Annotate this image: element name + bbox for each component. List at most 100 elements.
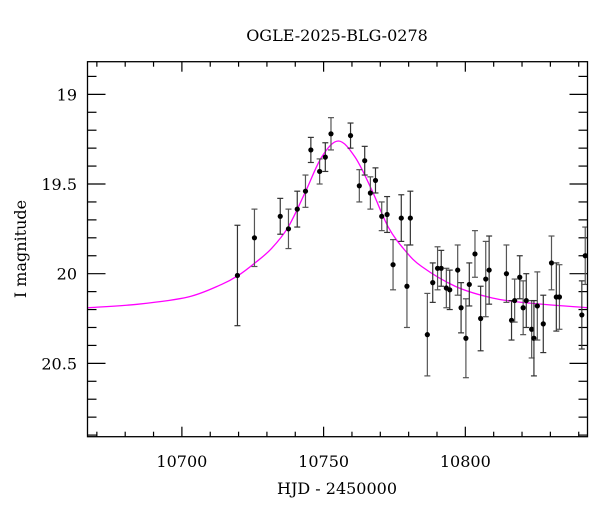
data-point [367, 176, 374, 210]
data-point-marker [512, 297, 518, 304]
plot-frame [86, 61, 589, 438]
data-point-marker [434, 265, 441, 271]
y-axis-label: I magnitude [11, 200, 30, 298]
data-point [234, 224, 241, 327]
data-point [424, 292, 431, 377]
data-point-marker [478, 315, 484, 322]
data-point [307, 136, 314, 164]
model-curve [88, 140, 587, 309]
data-point [322, 142, 329, 173]
data-point [398, 194, 405, 242]
data-point [327, 117, 334, 151]
data-point-marker [520, 305, 526, 311]
x-tick-label: 10750 [298, 452, 349, 471]
data-point [316, 158, 323, 185]
data-point [302, 174, 309, 208]
data-point [486, 235, 493, 305]
data-point [251, 208, 258, 268]
data-point [285, 208, 292, 250]
data-point [520, 280, 527, 336]
x-axis-label: HJD - 2450000 [277, 479, 397, 498]
data-point-marker [503, 271, 510, 277]
data-point-marker [523, 297, 529, 304]
data-point [356, 169, 363, 203]
data-point-marker [472, 251, 478, 257]
data-point [378, 201, 385, 232]
data-point-marker [517, 274, 523, 280]
data-point-marker [529, 326, 535, 332]
data-point-marker [390, 262, 396, 268]
y-tick-label: 20 [57, 265, 77, 284]
data-point [462, 298, 469, 379]
data-point [508, 299, 515, 341]
data-point-marker [362, 158, 368, 164]
data-point-marker [285, 226, 292, 232]
data-point-marker [579, 312, 585, 318]
data-point-marker [384, 211, 390, 218]
data-point-marker [379, 213, 385, 219]
data-point-marker [372, 177, 379, 184]
data-point-marker [407, 215, 413, 221]
data-point-marker [308, 147, 314, 153]
data-point-marker [430, 280, 436, 286]
data-point-marker [540, 321, 546, 327]
data-point [361, 145, 368, 176]
data-point-marker [398, 215, 404, 221]
data-point [466, 262, 473, 307]
data-point-marker [251, 235, 258, 241]
data-point-marker [328, 131, 334, 137]
data-point-marker [463, 335, 469, 341]
data-point-marker [447, 287, 453, 293]
data-point [523, 273, 530, 329]
data-point [446, 269, 453, 311]
data-point-marker [367, 190, 373, 196]
data-point [477, 285, 484, 352]
data-point [294, 190, 301, 228]
data-point [503, 244, 510, 303]
data-point-marker [483, 276, 489, 282]
data-point-marker [347, 132, 354, 139]
data-point [534, 271, 541, 341]
data-point-marker [356, 183, 362, 189]
data-point-marker [455, 267, 461, 273]
data-point-marker [424, 332, 430, 338]
data-point-marker [486, 267, 492, 273]
data-points-layer [234, 117, 587, 379]
x-tick-label: 10700 [156, 452, 207, 471]
model-curve-layer [88, 140, 587, 309]
data-point [516, 255, 523, 300]
data-point [403, 244, 410, 329]
data-point [277, 197, 284, 235]
data-point [347, 122, 354, 149]
y-tick-label: 19.5 [41, 175, 77, 194]
axis-ticks [87, 61, 588, 437]
data-point [540, 294, 547, 354]
data-point [372, 167, 379, 194]
data-point [471, 230, 478, 278]
data-point [548, 235, 555, 291]
data-point [384, 195, 391, 234]
x-tick-label: 10800 [440, 452, 491, 471]
data-point-marker [322, 154, 328, 160]
data-point [434, 246, 441, 291]
data-point-marker [556, 294, 563, 300]
data-point [556, 264, 563, 330]
data-point-marker [234, 272, 241, 279]
data-point-marker [277, 213, 283, 219]
data-point [582, 226, 587, 286]
data-point [511, 278, 518, 323]
data-point-marker [466, 281, 472, 288]
data-point [578, 280, 585, 350]
data-point-marker [294, 206, 300, 212]
chart-title: OGLE-2025-BLG-0278 [246, 26, 428, 45]
data-point-marker [302, 188, 309, 194]
data-point [429, 262, 436, 303]
data-point [458, 282, 465, 334]
data-point [407, 190, 414, 246]
data-point-marker [548, 260, 555, 266]
y-tick-label: 19 [57, 85, 77, 104]
data-point [438, 249, 445, 287]
tick-labels: 10700 10750 10800 19 19.5 20 20.5 [41, 85, 490, 471]
data-point-marker [438, 265, 444, 271]
